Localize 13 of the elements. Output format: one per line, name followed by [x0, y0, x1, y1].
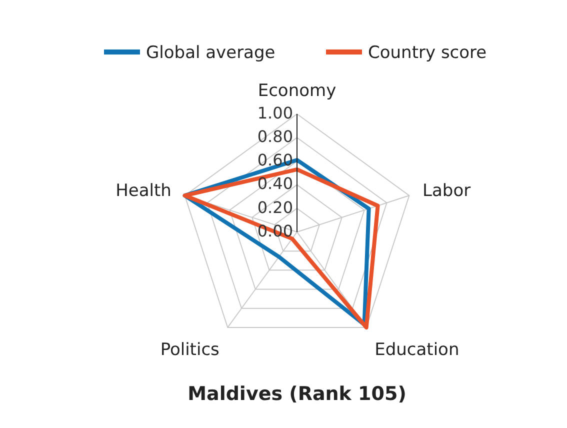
- spoke-label: Economy: [258, 81, 336, 101]
- y-tick-label: 0.60: [257, 150, 293, 170]
- legend-label: Country score: [368, 43, 487, 63]
- spoke-label: Politics: [160, 340, 220, 360]
- legend-label: Global average: [146, 43, 276, 63]
- spoke-label: Labor: [422, 181, 471, 202]
- y-tick-label: 1.00: [257, 103, 293, 122]
- spoke-label: Education: [374, 340, 460, 360]
- text: Maldives (Rank 105): [188, 383, 406, 405]
- spoke-label: Health: [116, 181, 172, 202]
- y-tick-label: 0.40: [257, 174, 293, 194]
- y-tick-label: 0.20: [257, 198, 293, 217]
- y-tick-label: 0.80: [257, 126, 293, 146]
